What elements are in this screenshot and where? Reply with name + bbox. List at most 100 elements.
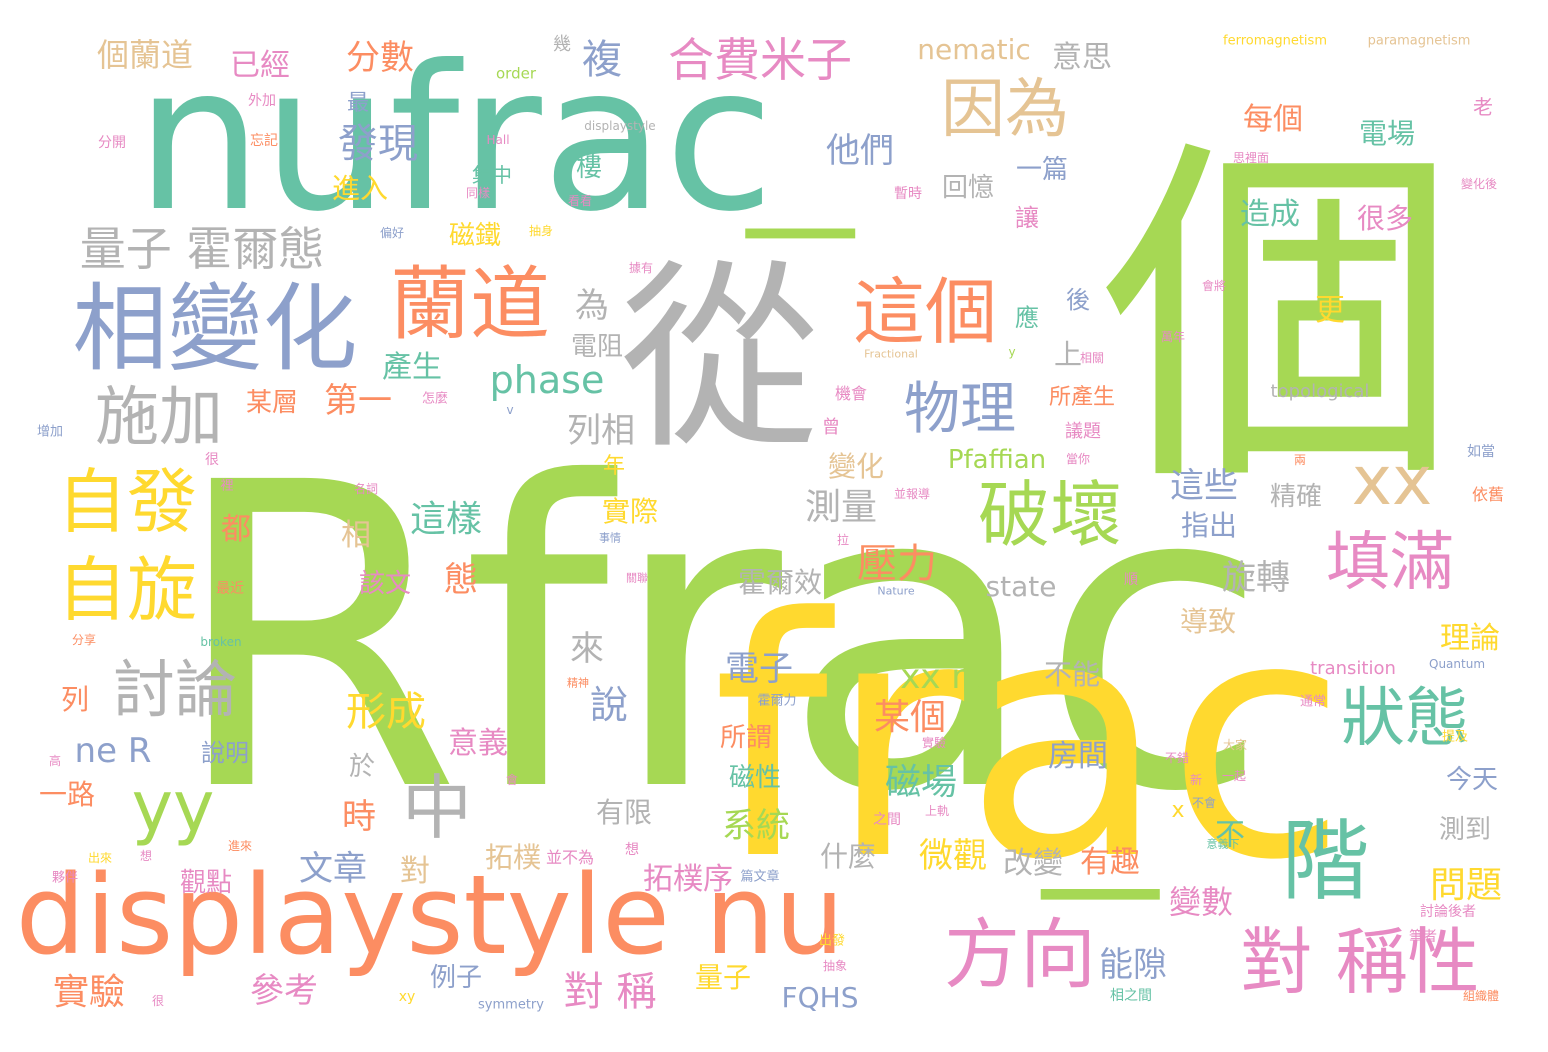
word-34: 意思 [1052, 43, 1112, 73]
word-110: 說 [590, 686, 628, 724]
word-139: 增加 [37, 426, 63, 439]
word-122: 列 [61, 686, 89, 714]
word-137: 暫時 [894, 187, 922, 201]
word-64: 理論 [1440, 624, 1500, 654]
word-66: 形成 [346, 692, 426, 732]
word-117: 說明 [201, 741, 249, 765]
word-150: 並不為 [546, 850, 594, 866]
word-169: 機會 [835, 386, 867, 402]
word-98: 進入 [332, 175, 388, 203]
word-53: 這些 [1170, 469, 1238, 503]
word-63: state [986, 573, 1057, 601]
word-192: 思裡面 [1233, 152, 1269, 164]
word-67: 某個 [874, 700, 946, 736]
word-81: 對 稱 [564, 972, 657, 1012]
word-69: 微觀 [919, 839, 987, 873]
word-76: 觀點 [180, 870, 232, 896]
word-106: 態 [444, 563, 478, 597]
word-48: 第一 [324, 384, 392, 418]
word-126: 導致 [1180, 608, 1236, 636]
word-59: Pfaffian [948, 447, 1046, 473]
word-27: 合費米子 [668, 37, 852, 83]
word-17: 中 [402, 773, 472, 843]
word-157: 如當 [1467, 445, 1495, 459]
word-148: 關聯 [626, 573, 648, 584]
word-12: 方向 [944, 917, 1096, 993]
word-38: 每個 [1243, 105, 1303, 135]
word-158: 依舊 [1472, 487, 1504, 503]
word-54: 精確 [1270, 484, 1322, 510]
word-187: 相關 [1080, 352, 1104, 364]
word-153: 順 [1124, 573, 1138, 587]
word-82: FQHS [782, 984, 859, 1012]
word-18: yy [132, 772, 215, 842]
word-77: 拓樸序 [643, 865, 733, 895]
word-44: 為 [575, 289, 609, 323]
word-180: 會 [506, 774, 518, 786]
word-136: 抽身 [529, 225, 553, 237]
word-21: 施加 [95, 386, 223, 450]
word-108: 年 [603, 456, 625, 478]
word-31: 已經 [230, 51, 290, 81]
word-35: 他們 [826, 134, 894, 168]
word-116: 意義 [448, 729, 508, 759]
word-95: displaystyle [584, 120, 655, 132]
word-156: 筆者 [1409, 930, 1437, 944]
word-114: 磁性 [729, 765, 781, 791]
word-199: 據有 [629, 262, 653, 274]
word-176: x [1171, 800, 1184, 822]
word-190: 實驗 [922, 737, 946, 749]
word-55: 指出 [1181, 512, 1237, 540]
word-85: topological [1271, 383, 1370, 401]
word-86: transition [1310, 660, 1396, 678]
word-87: ferromagnetism [1223, 35, 1327, 48]
word-109: 來 [570, 632, 604, 666]
word-50: ne R [75, 734, 152, 768]
word-145: 最近 [216, 582, 244, 596]
word-51: xx ne [900, 660, 994, 694]
word-79: 實驗 [53, 975, 125, 1011]
word-193: 變化後 [1461, 178, 1497, 190]
word-143: 夥伴 [52, 872, 78, 885]
word-135: 看看 [568, 195, 592, 207]
word-16: 物理 [904, 382, 1016, 438]
word-22: 討論 [113, 659, 237, 721]
word-42: 更 [1315, 296, 1345, 326]
word-184: 很 [205, 453, 219, 467]
word-134: 忘記 [250, 134, 278, 148]
word-92: Nature [877, 586, 914, 597]
word-29: 複 [582, 40, 622, 80]
word-28: 發現 [338, 124, 418, 164]
word-183: 拉 [837, 534, 849, 546]
word-40: 造成 [1240, 200, 1300, 230]
word-159: 提及 [1442, 731, 1468, 744]
word-26: 量子 霍爾態 [80, 226, 325, 272]
word-120: 對 [400, 857, 430, 887]
word-62: 霍爾效 [738, 569, 822, 597]
word-90: Fractional [864, 349, 918, 360]
word-107: 都 [221, 515, 251, 545]
word-115: 該文 [359, 571, 411, 597]
word-189: 組織體 [1463, 990, 1499, 1002]
word-175: 老 [1473, 97, 1493, 117]
word-173: 會將 [1202, 280, 1226, 292]
word-141: 分享 [72, 634, 96, 646]
word-73: 問題 [1430, 868, 1502, 904]
word-78: 能隙 [1099, 948, 1167, 982]
word-119: 時 [342, 800, 376, 834]
word-36: 回憶 [942, 175, 994, 201]
word-196: 當你 [1066, 453, 1090, 465]
word-88: paramagnetism [1368, 35, 1471, 48]
word-10: 這個 [853, 276, 997, 348]
word-5: 一 [740, 180, 860, 300]
word-160: 通常 [1300, 696, 1326, 709]
word-105: 相 [341, 521, 371, 551]
word-171: 所產生 [1049, 387, 1115, 409]
word-197: 同樣 [466, 187, 490, 199]
word-133: 分開 [98, 136, 126, 150]
word-118: 一路 [39, 781, 95, 809]
word-60: 測量 [805, 490, 877, 526]
word-146: 名詞 [354, 483, 378, 495]
word-174: 萬年 [1161, 331, 1185, 343]
word-132: 外加 [248, 94, 276, 108]
